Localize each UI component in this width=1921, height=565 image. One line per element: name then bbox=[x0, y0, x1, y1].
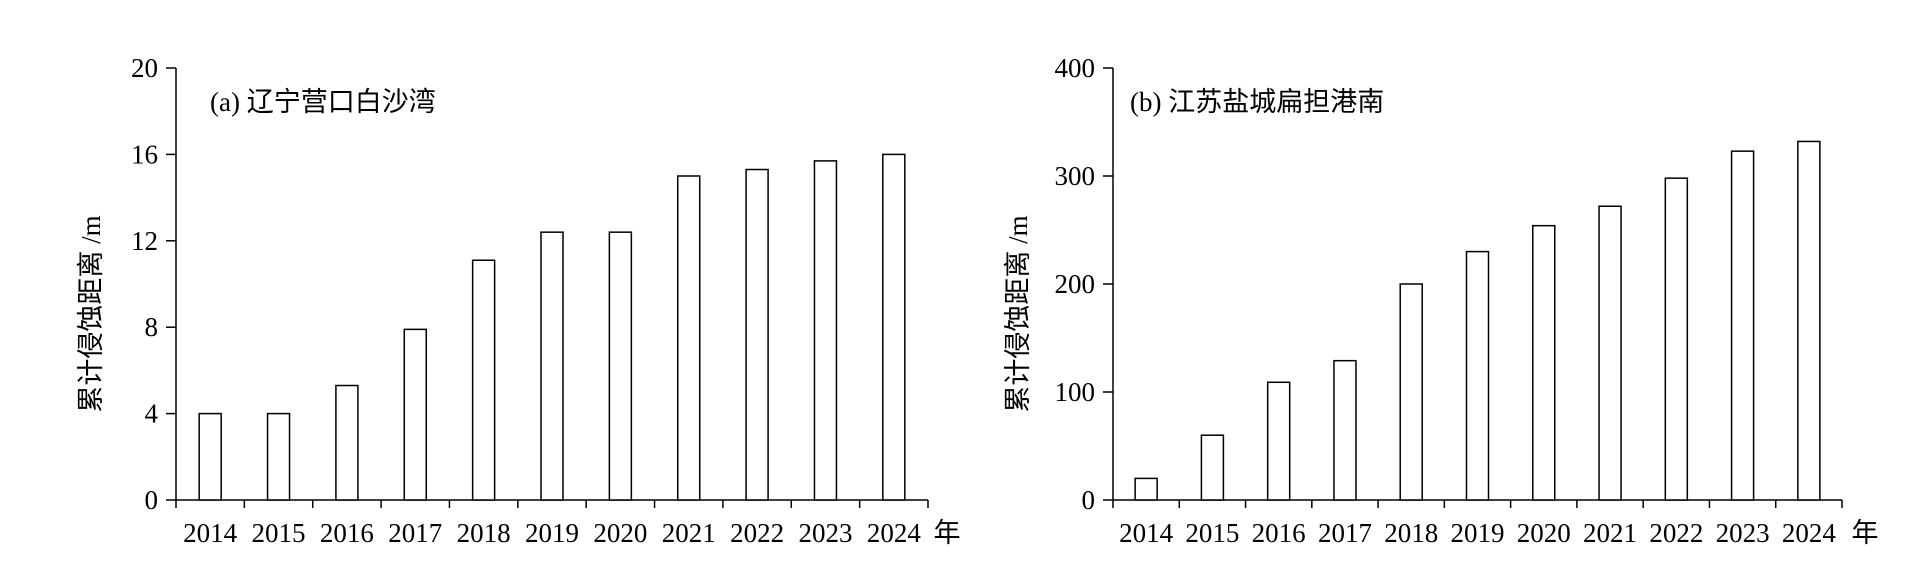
bar-2022 bbox=[1664, 177, 1689, 501]
y-tick-label: 16 bbox=[131, 139, 158, 169]
y-tick-label: 4 bbox=[145, 399, 159, 429]
bar-2021 bbox=[676, 175, 701, 501]
x-tick-label: 2018 bbox=[1384, 518, 1438, 548]
bar-2015 bbox=[1200, 434, 1225, 501]
bar-2018 bbox=[471, 259, 496, 501]
y-tick-label: 0 bbox=[145, 485, 159, 515]
y-tick-label: 100 bbox=[1055, 377, 1096, 407]
x-tick-label: 2014 bbox=[183, 518, 238, 548]
panel-title: (a) 辽宁营口白沙湾 bbox=[210, 87, 436, 117]
x-tick-label: 2020 bbox=[593, 518, 647, 548]
bar-2024 bbox=[1797, 140, 1821, 501]
x-tick-label: 2021 bbox=[662, 518, 716, 548]
y-axis-title: 累计侵蚀距离 /m bbox=[1003, 215, 1033, 412]
bar-2017 bbox=[1333, 359, 1357, 501]
y-tick-label: 12 bbox=[131, 226, 158, 256]
chart-panel-b: 0 100 200 300 400 2014 2015 2016 2017 2018 2019 202… bbox=[1003, 53, 1879, 548]
x-tick-label: 2019 bbox=[525, 518, 579, 548]
y-tick-label: 0 bbox=[1082, 485, 1096, 515]
y-tick-label: 200 bbox=[1055, 269, 1096, 299]
panel-title: (b) 江苏盐城扁担港南 bbox=[1130, 87, 1384, 117]
x-tick-label: 2017 bbox=[1318, 518, 1372, 548]
bar-2019 bbox=[1465, 250, 1490, 501]
bar-2020 bbox=[1532, 224, 1556, 501]
bar-2020 bbox=[608, 231, 633, 501]
x-tick-label: 2016 bbox=[1252, 518, 1306, 548]
x-tick-label: 2020 bbox=[1517, 518, 1571, 548]
x-tick-label: 2014 bbox=[1119, 518, 1174, 548]
x-tick-label: 2022 bbox=[730, 518, 784, 548]
y-axis-title: 累计侵蚀距离 /m bbox=[76, 215, 106, 412]
y-tick-label: 400 bbox=[1055, 53, 1096, 83]
bar-2014 bbox=[198, 412, 222, 501]
y-tick-label: 300 bbox=[1055, 161, 1096, 191]
x-tick-label: 2023 bbox=[1716, 518, 1770, 548]
bar-2015 bbox=[266, 412, 291, 501]
bar-2018 bbox=[1399, 283, 1423, 501]
x-tick-label: 2019 bbox=[1451, 518, 1505, 548]
y-tick-label: 8 bbox=[145, 312, 159, 342]
x-tick-label: 2021 bbox=[1583, 518, 1637, 548]
x-unit-label: 年 bbox=[1852, 518, 1879, 548]
x-unit-label: 年 bbox=[934, 518, 961, 548]
bar-2021 bbox=[1598, 205, 1622, 501]
bar-2017 bbox=[403, 328, 428, 501]
x-tick-label: 2015 bbox=[1185, 518, 1239, 548]
bar-2014 bbox=[1134, 477, 1158, 501]
bar-2023 bbox=[813, 160, 838, 501]
x-tick-label: 2017 bbox=[388, 518, 442, 548]
x-tick-label: 2016 bbox=[320, 518, 374, 548]
bar-2023 bbox=[1730, 150, 1755, 501]
x-tick-label: 2022 bbox=[1649, 518, 1703, 548]
bar-2022 bbox=[745, 168, 769, 501]
y-tick-label: 20 bbox=[131, 53, 158, 83]
bar-2016 bbox=[1266, 381, 1291, 501]
chart-panel-a: 0 4 8 12 16 20 2014 2015 2016 2017 2018 2019 2020 202… bbox=[76, 53, 961, 548]
x-tick-label: 2024 bbox=[867, 518, 922, 548]
bar-2024 bbox=[882, 153, 906, 501]
x-tick-label: 2015 bbox=[252, 518, 306, 548]
bar-2019 bbox=[540, 231, 564, 501]
x-tick-label: 2023 bbox=[798, 518, 852, 548]
x-tick-label: 2024 bbox=[1782, 518, 1837, 548]
bar-2016 bbox=[335, 384, 359, 501]
x-tick-label: 2018 bbox=[457, 518, 511, 548]
